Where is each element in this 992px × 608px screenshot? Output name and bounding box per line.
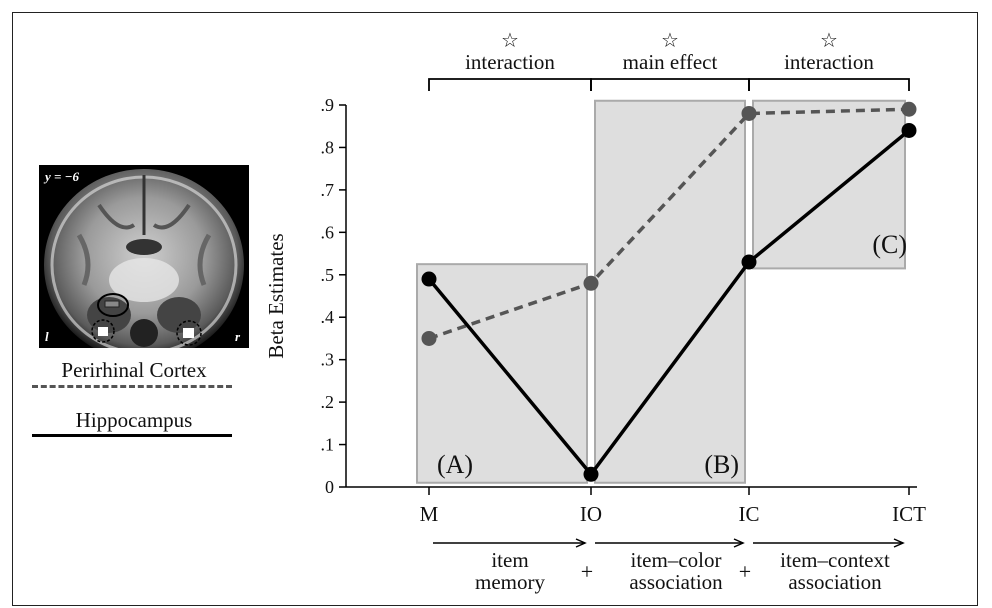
legend-perirhinal-line: [32, 385, 232, 388]
bracket-label: interaction: [465, 50, 555, 74]
beta-estimates-chart: (A) (B) (C) 0 .1 .2 .3 .4 .5 .6 .7 .8 .9 Beta Estimat…: [264, 28, 926, 594]
significance-star-icon: ☆: [820, 28, 838, 52]
y-tick-label: .7: [321, 180, 335, 200]
top-bracket: [748, 78, 910, 91]
y-axis-label: Beta Estimates: [264, 233, 288, 358]
hippocampus-point: [901, 122, 917, 138]
shaded-box-b: [594, 99, 746, 484]
y-tick-label: .6: [321, 222, 335, 242]
y-tick-label: .3: [321, 350, 335, 370]
y-tick-label: .2: [321, 392, 335, 412]
bottom-arrow-label: association: [629, 570, 723, 594]
shaded-box-c: [752, 99, 906, 270]
legend-perirhinal-label: Perirhinal Cortex: [61, 358, 207, 382]
legend-hippocampus-label: Hippocampus: [75, 408, 193, 432]
top-bracket: [428, 78, 592, 91]
perirhinal-point: [901, 101, 917, 117]
y-tick-label: .9: [321, 95, 335, 115]
y-tick-label: 0: [325, 477, 334, 497]
brain-mri-image: y = −6 l r: [39, 165, 249, 348]
bottom-arrow-label: item: [491, 548, 528, 572]
x-tick-label: M: [420, 502, 439, 526]
hippocampus-series-line: [427, 129, 911, 478]
significance-star-icon: ☆: [501, 28, 519, 52]
significance-star-icon: ☆: [661, 28, 679, 52]
y-tick-label: .1: [321, 435, 335, 455]
right-hemisphere-label: r: [235, 329, 241, 344]
plus-sign: +: [581, 559, 593, 584]
y-tick-label: .4: [321, 307, 335, 327]
arrow-head-icon: [733, 538, 745, 548]
left-hemisphere-label: l: [45, 329, 49, 344]
brain-mri-graphic: y = −6 l r: [39, 165, 249, 348]
bracket-label: interaction: [784, 50, 874, 74]
bottom-arrow-label: item–context: [780, 548, 890, 572]
perirhinal-point: [741, 105, 757, 121]
hippocampus-point: [741, 254, 757, 270]
box-label-c: (C): [872, 230, 907, 259]
perirhinal-series-line: [428, 107, 910, 341]
figure-frame: y = −6 l r Perirhinal Cortex Hippocampus…: [12, 12, 978, 606]
bottom-arrow-label: association: [788, 570, 882, 594]
bottom-arrow-label: memory: [475, 570, 545, 594]
x-tick-label: IO: [580, 502, 602, 526]
bracket-label: main effect: [623, 50, 718, 74]
y-tick-label: .8: [321, 137, 335, 157]
x-tick-label: ICT: [892, 502, 926, 526]
arrow-head-icon: [575, 538, 587, 548]
slice-label: y = −6: [43, 169, 80, 184]
arrow-head-icon: [893, 538, 905, 548]
top-bracket: [590, 78, 750, 91]
x-tick-label: IC: [739, 502, 760, 526]
hippocampus-point: [583, 466, 599, 482]
box-label-b: (B): [704, 450, 739, 479]
bottom-arrow-label: item–color: [631, 548, 722, 572]
perirhinal-point: [583, 275, 599, 291]
y-tick-label: .5: [321, 265, 335, 285]
perirhinal-point: [421, 330, 437, 346]
hippocampus-point: [421, 271, 437, 287]
box-label-a: (A): [437, 450, 473, 479]
plus-sign: +: [739, 559, 751, 584]
legend-hippocampus-line: [32, 434, 232, 437]
